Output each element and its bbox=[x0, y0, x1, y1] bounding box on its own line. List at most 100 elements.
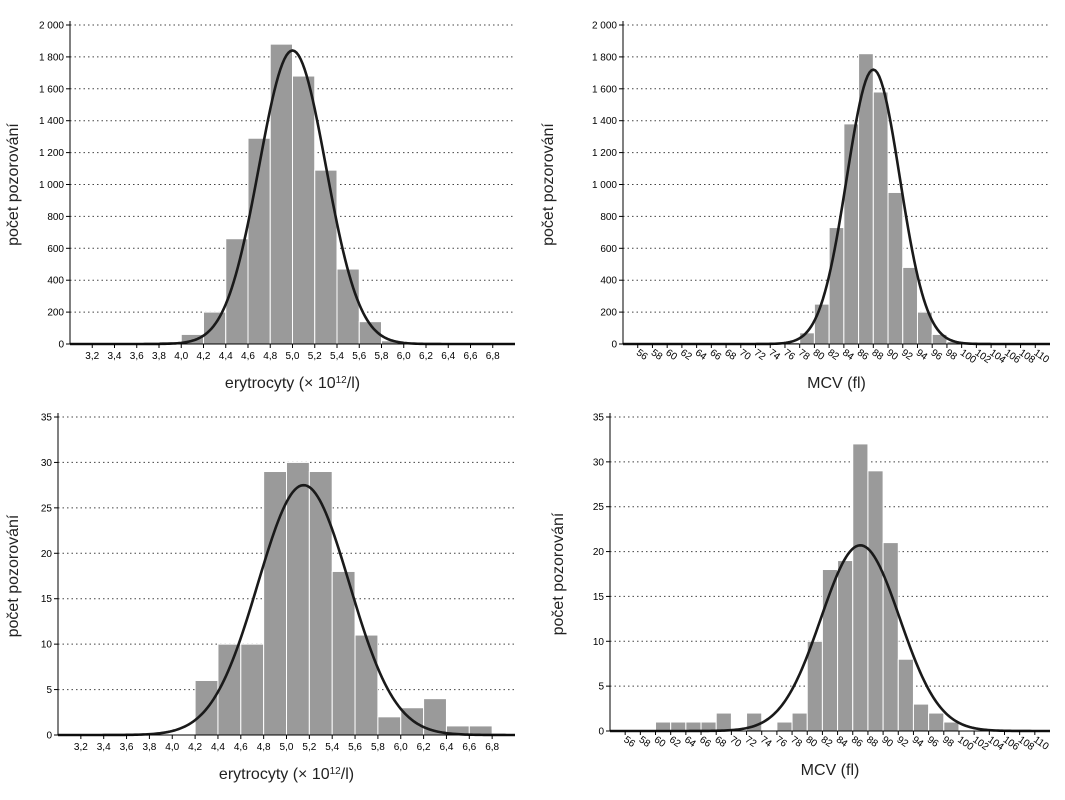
bar bbox=[715, 712, 732, 732]
x-tick-label: 96 bbox=[925, 734, 941, 750]
x-tick-label: 110 bbox=[1032, 347, 1052, 365]
x-tick-label: 58 bbox=[649, 347, 665, 363]
bar bbox=[897, 658, 914, 732]
x-tick-label: 68 bbox=[722, 347, 738, 363]
y-tick-label: 600 bbox=[600, 244, 617, 255]
y-tick-label: 1 000 bbox=[39, 180, 64, 191]
x-axis-title-main: erytrocyty (× 10 bbox=[225, 375, 336, 392]
x-tick-label: 4,2 bbox=[188, 742, 202, 753]
bar bbox=[813, 303, 830, 345]
bar bbox=[377, 716, 402, 736]
x-tick-label: 90 bbox=[879, 734, 895, 750]
x-tick-label: 80 bbox=[811, 347, 827, 363]
x-tick-label: 78 bbox=[796, 347, 812, 363]
histogram-chart-2: 0 200 400 600 800 1 000 1 200 1 400 1 600 1 800 2 … bbox=[540, 21, 1052, 393]
y-tick-label: 1 600 bbox=[592, 84, 617, 95]
x-tick-label: 56 bbox=[621, 734, 637, 750]
x-axis-title-superscript: 12 bbox=[336, 375, 348, 386]
y-tick-label: 15 bbox=[41, 594, 53, 605]
y-axis-title: počet pozorování bbox=[5, 514, 22, 637]
x-tick-label: 74 bbox=[758, 734, 774, 750]
y-tick-label: 35 bbox=[593, 413, 605, 424]
bar bbox=[670, 721, 687, 732]
x-axis-title: erytrocyty (× 1012/l) bbox=[225, 375, 360, 393]
bar bbox=[852, 443, 869, 732]
x-axis-title-main: MCV (fl) bbox=[807, 375, 866, 392]
y-tick-label: 30 bbox=[593, 457, 605, 468]
y-tick-label: 2 000 bbox=[592, 21, 617, 32]
x-tick-label: 4,6 bbox=[241, 351, 255, 362]
x-tick-label: 98 bbox=[940, 734, 956, 750]
y-tick-label: 800 bbox=[600, 212, 617, 223]
x-tick-label: 76 bbox=[781, 347, 797, 363]
x-tick-label: 6,4 bbox=[439, 742, 453, 753]
x-tick-label: 3,6 bbox=[120, 742, 134, 753]
bars bbox=[784, 53, 963, 345]
y-tick-label: 1 400 bbox=[39, 116, 64, 127]
y-tick-label: 200 bbox=[47, 308, 64, 319]
x-tick-label: 3,4 bbox=[108, 351, 122, 362]
x-tick-label: 72 bbox=[743, 734, 759, 750]
y-tick-label: 10 bbox=[593, 637, 605, 648]
y-tick-label: 1 800 bbox=[39, 52, 64, 63]
y-tick-label: 25 bbox=[593, 502, 605, 513]
bar bbox=[336, 268, 360, 345]
y-tick-label: 600 bbox=[47, 244, 64, 255]
x-tick-label: 5,2 bbox=[308, 351, 322, 362]
y-tick-label: 0 bbox=[58, 340, 64, 351]
y-tick-label: 0 bbox=[46, 731, 52, 742]
x-tick-label: 78 bbox=[788, 734, 804, 750]
x-tick-label: 6,0 bbox=[394, 742, 408, 753]
y-tick-label: 15 bbox=[593, 592, 605, 603]
x-tick-label: 4,0 bbox=[174, 351, 188, 362]
x-tick-label: 62 bbox=[678, 347, 694, 363]
x-tick-label: 6,2 bbox=[417, 742, 431, 753]
bar bbox=[655, 721, 672, 732]
bar bbox=[887, 191, 904, 345]
x-tick-label: 98 bbox=[943, 347, 959, 363]
x-axis-title: MCV (fl) bbox=[807, 375, 866, 392]
x-tick-label: 5,0 bbox=[280, 742, 294, 753]
x-tick-label: 64 bbox=[682, 734, 698, 750]
bar bbox=[225, 238, 249, 345]
x-tick-label: 86 bbox=[849, 734, 865, 750]
bar bbox=[685, 721, 702, 732]
x-tick-label: 70 bbox=[728, 734, 744, 750]
x-tick-label: 94 bbox=[910, 734, 926, 750]
x-tick-label: 92 bbox=[899, 347, 915, 363]
y-tick-label: 1 200 bbox=[39, 148, 64, 159]
x-tick-label: 72 bbox=[752, 347, 768, 363]
x-tick-label: 62 bbox=[667, 734, 683, 750]
x-tick-label: 6,6 bbox=[462, 742, 476, 753]
y-tick-label: 20 bbox=[41, 549, 53, 560]
x-tick-label: 88 bbox=[864, 734, 880, 750]
x-tick-label: 94 bbox=[914, 347, 930, 363]
x-tick-label: 5,8 bbox=[371, 742, 385, 753]
y-tick-label: 5 bbox=[598, 682, 604, 693]
x-tick-label: 70 bbox=[737, 347, 753, 363]
y-tick-label: 20 bbox=[593, 547, 605, 558]
x-tick-label: 6,2 bbox=[419, 351, 433, 362]
x-tick-label: 4,8 bbox=[257, 742, 271, 753]
x-tick-label: 4,4 bbox=[219, 351, 233, 362]
y-axis-title: počet pozorování bbox=[540, 123, 557, 246]
x-tick-label: 6,8 bbox=[485, 742, 499, 753]
x-tick-label: 82 bbox=[819, 734, 835, 750]
x-tick-label: 4,6 bbox=[234, 742, 248, 753]
y-tick-label: 2 000 bbox=[39, 21, 64, 32]
bar bbox=[912, 703, 930, 732]
x-tick-label: 6,8 bbox=[486, 351, 500, 362]
bars bbox=[655, 443, 960, 732]
x-tick-label: 66 bbox=[697, 734, 713, 750]
x-tick-label: 84 bbox=[840, 347, 856, 363]
x-tick-label: 3,2 bbox=[85, 351, 99, 362]
bar bbox=[776, 721, 793, 732]
x-tick-label: 5,8 bbox=[375, 351, 389, 362]
y-tick-label: 400 bbox=[47, 276, 64, 287]
x-tick-label: 3,4 bbox=[97, 742, 111, 753]
x-tick-label: 64 bbox=[693, 347, 709, 363]
bar bbox=[217, 643, 242, 736]
x-tick-label: 6,4 bbox=[441, 351, 455, 362]
bar bbox=[806, 640, 823, 732]
x-tick-label: 66 bbox=[708, 347, 724, 363]
